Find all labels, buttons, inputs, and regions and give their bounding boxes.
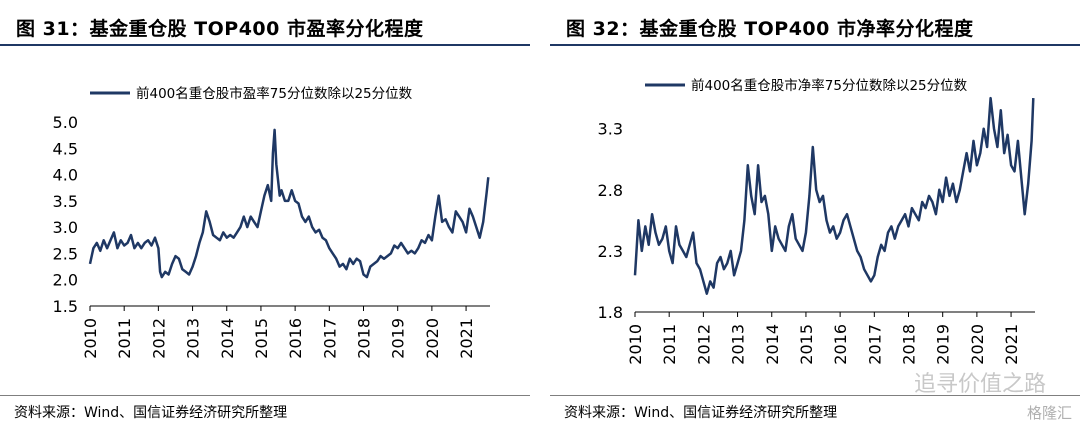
divider	[550, 395, 1080, 396]
chart-panel-pe: 图 31：基金重仓股 TOP400 市盈率分化程度 前400名重仓股市盈率75分…	[0, 0, 530, 429]
x-tick-label: 2017	[320, 318, 339, 359]
watermark-account: 追寻价值之路	[913, 372, 1046, 397]
source-note: 资料来源：Wind、国信证券经济研究所整理	[564, 405, 838, 421]
y-tick-label: 4.5	[53, 139, 78, 158]
x-tick-label: 2012	[694, 324, 713, 365]
watermark-brand: 格隆汇	[1026, 404, 1072, 422]
series-line	[633, 96, 1035, 295]
x-tick-label: 2018	[900, 324, 919, 365]
y-tick-label: 2.5	[53, 244, 78, 263]
source-note: 资料来源：Wind、国信证券经济研究所整理	[14, 405, 288, 421]
figure-title-bar: 图 32：基金重仓股 TOP400 市净率分化程度	[550, 10, 1080, 46]
y-tick-label: 5.0	[53, 113, 78, 132]
x-tick-label: 2011	[660, 324, 679, 365]
x-tick-label: 2017	[865, 324, 884, 365]
figure-title-bar: 图 31：基金重仓股 TOP400 市盈率分化程度	[0, 10, 530, 46]
y-tick-label: 3.5	[53, 192, 78, 211]
chart-panel-pb: 图 32：基金重仓股 TOP400 市净率分化程度 前400名重仓股市净率75分…	[550, 0, 1080, 429]
figure-title: 图 32：基金重仓股 TOP400 市净率分化程度	[566, 18, 974, 40]
x-tick-label: 2021	[457, 318, 476, 359]
figure-title: 图 31：基金重仓股 TOP400 市盈率分化程度	[16, 18, 424, 40]
x-tick-label: 2011	[115, 318, 134, 359]
x-tick-label: 2010	[626, 324, 645, 365]
x-tick-label: 2010	[81, 318, 100, 359]
x-tick-label: 2016	[831, 324, 850, 365]
x-tick-label: 2015	[252, 318, 271, 359]
pe-line-chart: 前400名重仓股市盈率75分位数除以25分位数 1.5 2.0 2.5 3.0 3.5 4.…	[53, 85, 490, 359]
y-tick-label: 2.3	[598, 242, 623, 261]
y-tick-label: 3.3	[598, 120, 623, 139]
x-tick-label: 2014	[763, 324, 782, 365]
series-line	[88, 128, 490, 279]
x-tick-label: 2015	[797, 324, 816, 365]
x-tick-label: 2013	[729, 324, 748, 365]
x-tick-label: 2020	[423, 318, 442, 359]
x-tick-label: 2019	[389, 318, 408, 359]
x-tick-label: 2013	[184, 318, 203, 359]
y-tick-label: 2.0	[53, 271, 78, 290]
y-tick-label: 4.0	[53, 166, 78, 185]
x-tick-label: 2014	[218, 318, 237, 359]
legend-label: 前400名重仓股市盈率75分位数除以25分位数	[136, 85, 413, 102]
x-tick-label: 2019	[934, 324, 953, 365]
y-tick-label: 3.0	[53, 218, 78, 237]
y-tick-label: 2.8	[598, 181, 623, 200]
x-tick-label: 2021	[1002, 324, 1021, 365]
legend-label: 前400名重仓股市净率75分位数除以25分位数	[691, 77, 968, 94]
x-tick-label: 2012	[149, 318, 168, 359]
x-tick-label: 2020	[968, 324, 987, 365]
x-tick-label: 2018	[355, 318, 374, 359]
divider	[0, 395, 530, 396]
y-tick-label: 1.5	[53, 297, 78, 316]
pb-line-chart: 前400名重仓股市净率75分位数除以25分位数 1.8 2.3 2.8 3.3 2010 2…	[598, 77, 1035, 365]
x-tick-label: 2016	[286, 318, 305, 359]
y-tick-label: 1.8	[598, 303, 623, 322]
